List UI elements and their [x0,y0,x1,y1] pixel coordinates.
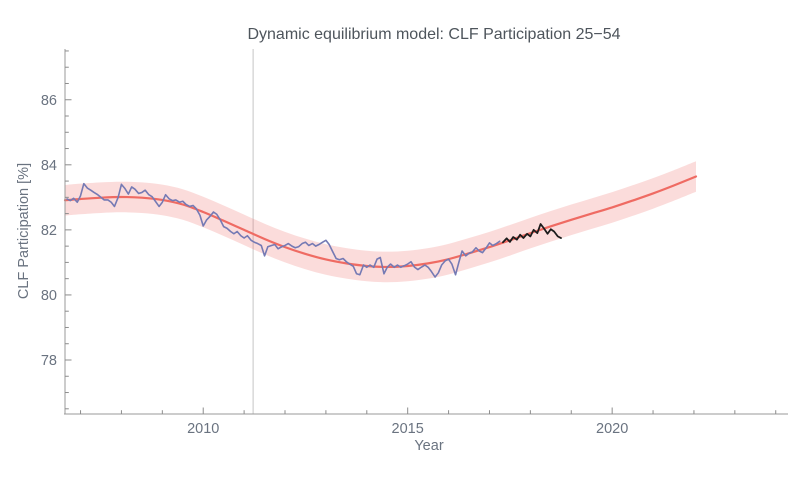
y-tick-label: 84 [41,158,57,174]
x-tick-label: 2020 [596,421,628,437]
confidence-band [65,161,696,283]
recent-series-line [502,223,562,244]
y-tick-label: 80 [41,288,57,304]
y-tick-label: 82 [41,223,57,239]
y-tick-label: 78 [41,353,57,369]
x-tick-label: 2015 [392,421,424,437]
x-axis-label: Year [414,438,443,454]
y-tick-label: 86 [41,93,57,109]
confidence-band-layer [65,49,696,414]
axes-layer: 2010 2015 2020 78 80 82 84 86 [41,49,788,437]
observed-series-line [66,182,501,278]
series-layer [63,175,698,278]
chart-title: Dynamic equilibrium model: CLF Participa… [247,26,620,43]
x-tick-label: 2010 [187,421,219,437]
y-axis-label: CLF Participation [%] [16,163,32,299]
